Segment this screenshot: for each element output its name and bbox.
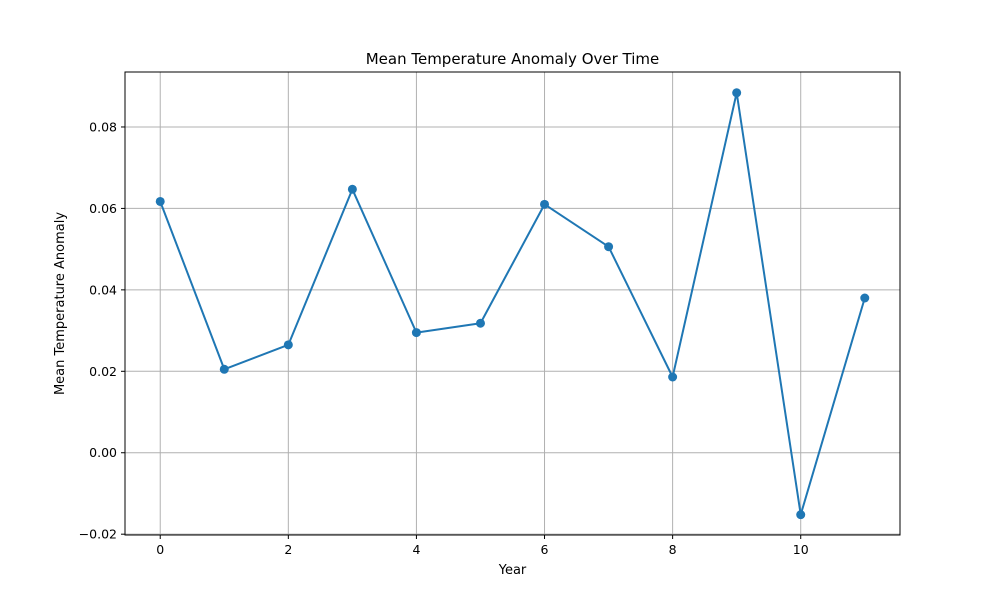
grid-lines [125,72,900,535]
y-tick-label: 0.06 [89,201,117,216]
data-point [668,372,678,382]
y-tick-label: 0.02 [89,364,117,379]
data-point [347,184,357,194]
data-point [475,318,485,328]
data-point [283,340,293,350]
y-tick-label: 0.04 [89,282,117,297]
series-layer [155,88,870,520]
x-tick-label: 10 [793,542,809,557]
data-point [604,242,614,252]
data-point [155,196,165,206]
data-point [411,328,421,338]
x-axis-label: Year [498,563,527,578]
y-axis-label: Mean Temperature Anomaly [53,212,68,395]
axis-ticks: 0 2 4 6 8 10 −0.02 0.00 0.02 0.04 0.06 0.08 [79,119,809,557]
data-point [860,293,870,303]
y-tick-label: 0.08 [89,119,117,134]
plot-frame [124,71,901,536]
x-tick-label: 4 [412,542,420,557]
x-tick-label: 8 [669,542,677,557]
data-point [540,199,550,209]
plot-area [125,72,900,535]
x-tick-label: 2 [284,542,292,557]
x-tick-label: 6 [541,542,549,557]
data-point [219,364,229,374]
data-point [732,88,742,98]
x-tick-label: 0 [156,542,164,557]
y-tick-label: −0.02 [79,527,117,542]
y-tick-label: 0.00 [89,445,117,460]
chart-title: Mean Temperature Anomaly Over Time [366,50,660,68]
series-line [159,91,866,516]
data-point [796,510,806,520]
